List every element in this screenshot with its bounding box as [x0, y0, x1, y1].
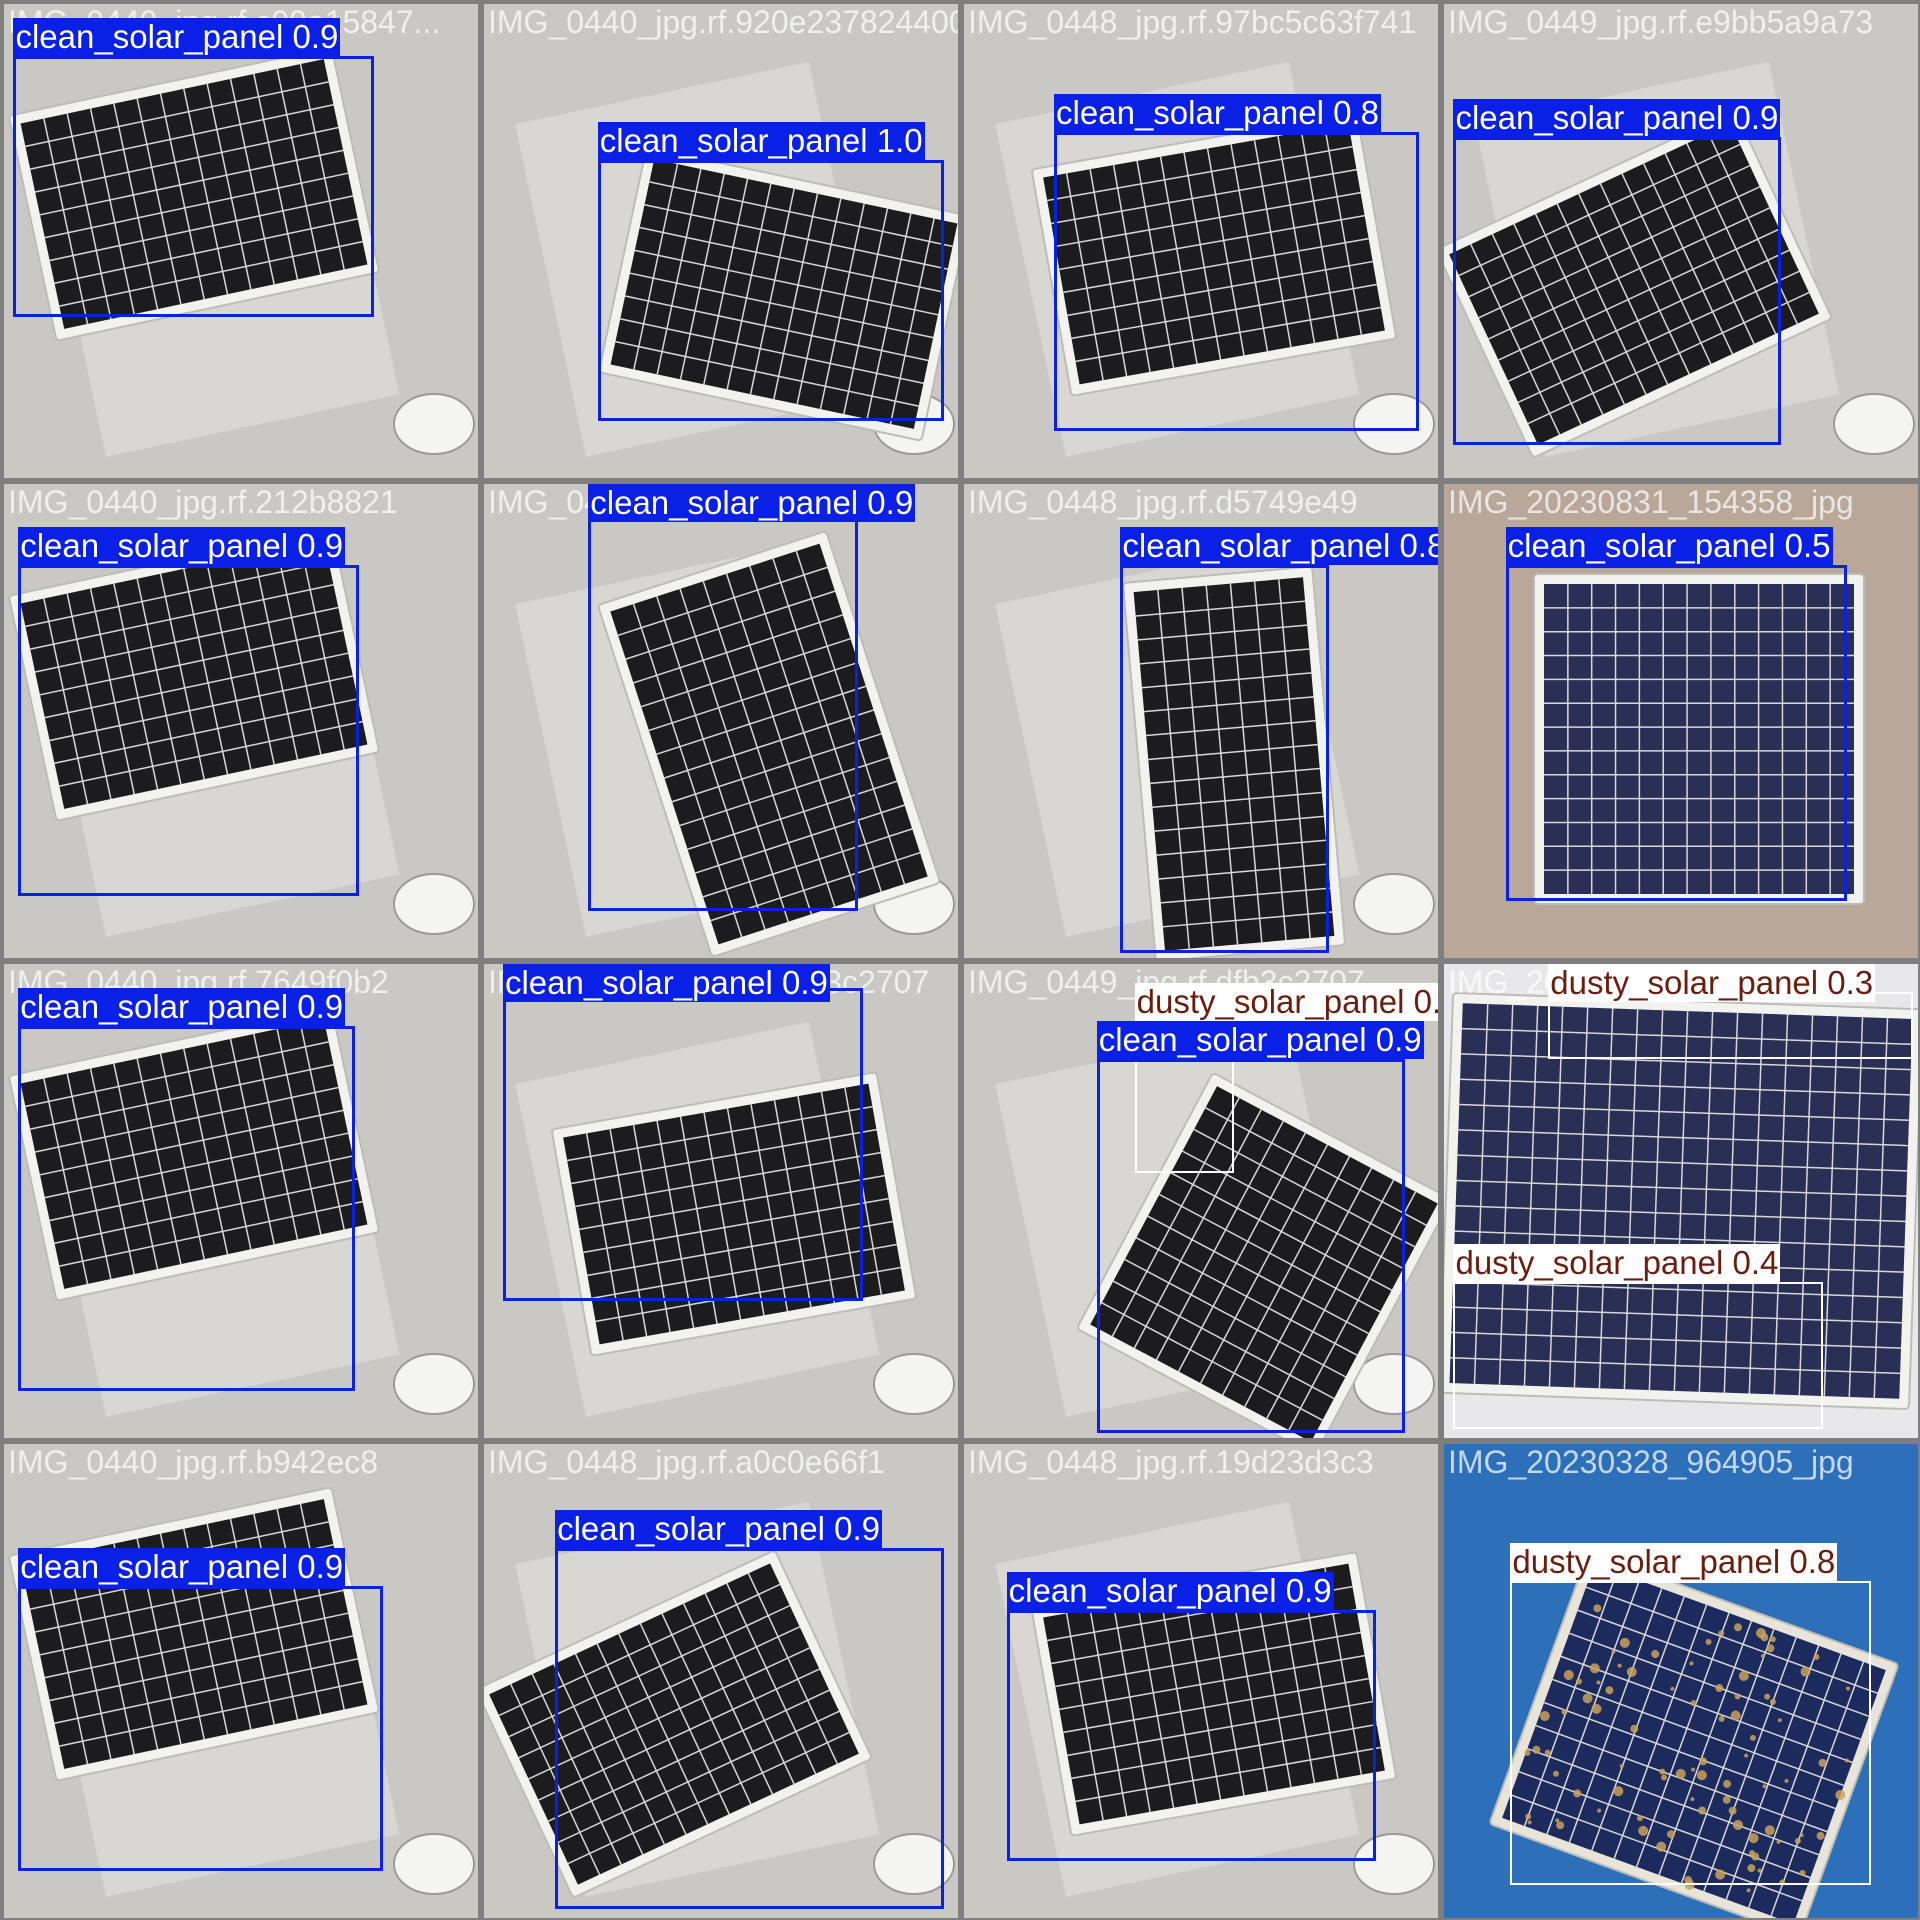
detection-label: dusty_solar_panel 0.3: [1548, 964, 1876, 1002]
clean-panel-bbox: [588, 517, 859, 911]
detection-label: clean_solar_panel 0.9: [18, 987, 346, 1026]
mosaic-tile: IMG_0440_jpg.rf.c00e15847...clean_solar_…: [4, 4, 478, 478]
mosaic-tile: IMG_0448_jpg.rf.d5749e49clean_solar_pane…: [484, 484, 958, 958]
dusty-panel-bbox: [1548, 992, 1914, 1059]
tile-photo: [1444, 1444, 1918, 1918]
tile-photo: [1444, 484, 1918, 958]
image-filename: IMG_0440_jpg.rf.b942ec8: [8, 1444, 379, 1480]
detection-label: clean_solar_panel 0.9: [18, 526, 346, 565]
detection-label: clean_solar_panel 0.9: [13, 18, 341, 57]
clean-panel-bbox: [1505, 564, 1847, 902]
clean-panel-bbox: [18, 1586, 384, 1871]
image-filename: IMG_0448_jpg.rf.d5749e49: [968, 484, 1358, 520]
solar-panel: [1444, 992, 1918, 1410]
clean-panel-bbox: [1453, 136, 1781, 445]
solar-panel: [1031, 111, 1397, 397]
solar-panel: [484, 1550, 872, 1898]
clean-panel-bbox: [1096, 1058, 1405, 1434]
mosaic-tile: IMG_0448_jpg.rf.a0c0e66f1 clean_solar_pan…: [484, 1444, 958, 1918]
image-filename: IMG_0440_jpg.rf.920e237824400e3a7488.54: [488, 4, 958, 40]
detection-label: clean_solar_panel 0.9: [18, 1548, 346, 1587]
mosaic-tile: IMG_0448_jpg.rf.97bc5c63f741 clean_solar_…: [964, 4, 1438, 478]
tile-photo: [1444, 964, 1918, 1438]
mosaic-tile: IMG_0440_jpg.rf.b942ec8 clean_solar_panel…: [4, 1444, 478, 1918]
detection-label: clean_solar_panel 0.9: [555, 1510, 883, 1549]
mosaic-tile: IMG_0440_jpg.rf.7649f0b2 clean_solar_pane…: [4, 964, 478, 1438]
tile-photo: [4, 4, 478, 478]
solar-panel: [1077, 1073, 1438, 1438]
image-filename: IMG_0449_jpg.rf.e9bb5a9a73: [1448, 4, 1874, 40]
image-filename: IMG_0448_jpg.rf.19d23d3c3: [968, 1444, 1374, 1480]
tile-photo: [964, 964, 1438, 1438]
tile-photo: [4, 484, 478, 958]
tile-photo: [484, 964, 958, 1438]
image-filename: IMG_0448_jpg.rf.97bc5c63f741: [968, 4, 1417, 40]
mosaic-tile: IMG_20230916_023_49dusty_solar_panel 0.3…: [1444, 964, 1918, 1438]
tile-photo: [4, 964, 478, 1438]
clean-panel-bbox: [597, 160, 944, 422]
detection-label: clean_solar_panel 0.8: [1120, 526, 1438, 565]
clean-panel-bbox: [13, 56, 374, 317]
solar-panel: [598, 146, 958, 442]
mosaic-tile: IMG_20230328_964905_jpg dusty_solar_panel…: [1444, 1444, 1918, 1918]
solar-panel: [1031, 1551, 1397, 1837]
mosaic-tile: IMG_0449_jpg.rf.dfb3c2707dusty_solar_pan…: [964, 964, 1438, 1438]
dusty-panel-bbox: [1453, 1281, 1824, 1429]
tile-photo: [964, 1444, 1438, 1918]
solar-panel: [8, 46, 380, 342]
detection-label: clean_solar_panel 0.5: [1505, 526, 1833, 565]
clean-panel-bbox: [502, 987, 864, 1301]
clean-panel-bbox: [18, 564, 360, 897]
image-filename: IMG_0448_jpg.rf.a0c0e66f1: [488, 1444, 885, 1480]
mosaic-tile: IMG_0449_jpg.rf.e9bb5a9a73 clean_solar_pa…: [1444, 4, 1918, 478]
detection-label: dusty_solar_panel 0.3: [1134, 982, 1438, 1021]
clean-panel-bbox: [18, 1025, 355, 1391]
clean-panel-bbox: [1006, 1609, 1377, 1862]
solar-panel: [1122, 565, 1346, 958]
detection-label: clean_solar_panel 0.9: [1096, 1020, 1424, 1059]
solar-panel: [8, 1006, 380, 1302]
detection-label: clean_solar_panel 0.9: [588, 484, 916, 522]
detection-label: dusty_solar_panel 0.8: [1510, 1543, 1838, 1582]
solar-panel: [551, 1071, 917, 1357]
dusty-panel-bbox: [1510, 1581, 1871, 1885]
solar-panel: [1489, 1551, 1899, 1918]
mosaic-tile: IMG_0448_jpg.rf.2b29b3c2707clean_solar_p…: [484, 964, 958, 1438]
clean-panel-bbox: [1054, 131, 1420, 431]
mosaic-tile: IMG_20230831_154358_jpg clean_solar_panel…: [1444, 484, 1918, 958]
tile-photo: [964, 4, 1438, 478]
detection-label: clean_solar_panel 1.0: [597, 122, 925, 161]
tile-photo: [484, 484, 958, 958]
tile-photo: [1444, 4, 1918, 478]
image-filename: IMG_20230831_154358_jpg: [1448, 484, 1854, 520]
detection-label: clean_solar_panel 0.9: [502, 964, 830, 1002]
detection-label: clean_solar_panel 0.8: [1054, 93, 1381, 132]
solar-panel: [8, 526, 380, 822]
detection-label: clean_solar_panel 0.9: [1453, 98, 1781, 137]
detection-label: clean_solar_panel 0.9: [1006, 1571, 1334, 1610]
mosaic-tile: IMG_0440_jpg.rf.920e237824400e3a7488.54c…: [484, 4, 958, 478]
mosaic-tile: IMG_0448_jpg.rf.d5749e49 clean_solar_pane…: [964, 484, 1438, 958]
mosaic-tile: IMG_0440_jpg.rf.212b8821 clean_solar_pane…: [4, 484, 478, 958]
solar-panel: [1533, 573, 1865, 905]
image-filename: IMG_20230328_964905_jpg: [1448, 1444, 1854, 1480]
solar-panel: [597, 531, 941, 957]
detection-label: dusty_solar_panel 0.4: [1453, 1243, 1781, 1282]
clean-panel-bbox: [1120, 564, 1329, 954]
solar-panel: [1444, 110, 1832, 458]
mosaic-tile: IMG_0448_jpg.rf.19d23d3c3 clean_solar_pan…: [964, 1444, 1438, 1918]
image-filename: IMG_0440_jpg.rf.212b8821: [8, 484, 398, 520]
clean-panel-bbox: [555, 1548, 944, 1909]
